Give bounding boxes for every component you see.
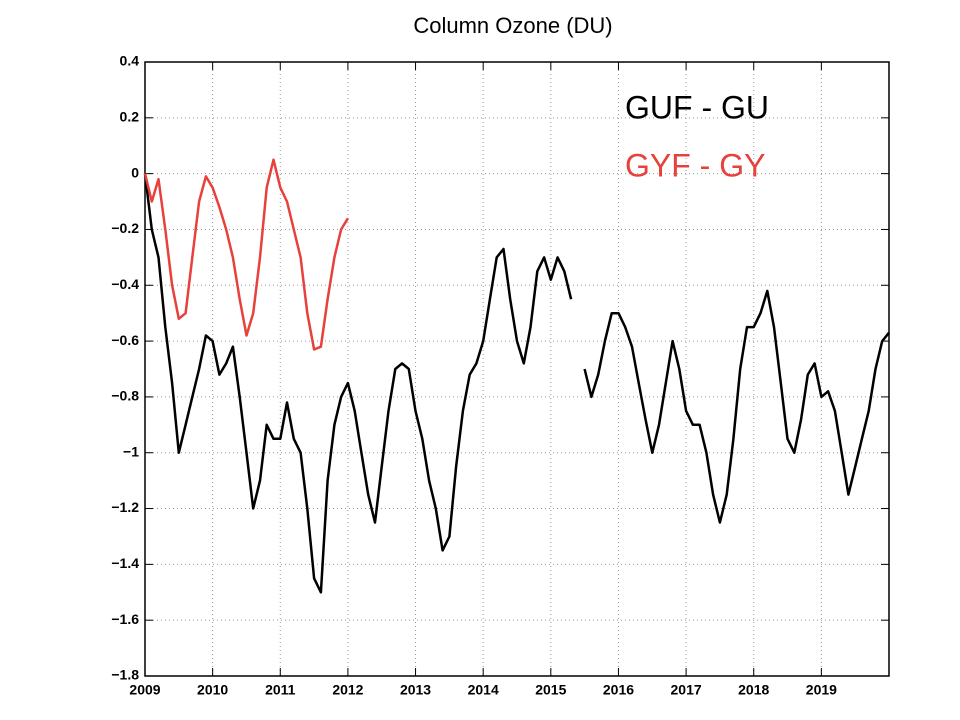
- y-tick-label: 0: [131, 164, 139, 180]
- y-tick-label: −0.4: [111, 276, 139, 292]
- y-tick-label: −0.8: [111, 388, 139, 404]
- x-tick-label: 2016: [603, 682, 634, 698]
- x-tick-label: 2018: [738, 682, 769, 698]
- x-tick-label: 2011: [265, 682, 296, 698]
- x-tick-label: 2019: [806, 682, 837, 698]
- legend-entry: GUF - GU: [625, 89, 769, 125]
- y-tick-label: −1: [123, 443, 139, 459]
- x-tick-label: 2010: [197, 682, 228, 698]
- y-tick-label: −1.2: [111, 499, 139, 515]
- y-tick-label: 0.2: [120, 109, 140, 125]
- y-tick-label: 0.4: [120, 53, 140, 69]
- x-tick-label: 2015: [535, 682, 566, 698]
- x-tick-label: 2012: [332, 682, 363, 698]
- y-tick-label: −1.4: [111, 555, 139, 571]
- x-tick-label: 2017: [671, 682, 702, 698]
- y-tick-label: −1.8: [111, 667, 139, 683]
- y-tick-label: −0.2: [111, 220, 139, 236]
- y-tick-label: −1.6: [111, 611, 139, 627]
- y-tick-label: −0.6: [111, 332, 139, 348]
- chart-title: Column Ozone (DU): [413, 13, 612, 38]
- plot-frame: [144, 61, 890, 677]
- series-line: [143, 158, 349, 351]
- x-tick-label: 2014: [468, 682, 499, 698]
- x-tick-label: 2013: [400, 682, 431, 698]
- x-tick-label: 2009: [129, 682, 160, 698]
- series-line: [143, 173, 890, 594]
- legend-entry: GYF - GY: [625, 147, 765, 183]
